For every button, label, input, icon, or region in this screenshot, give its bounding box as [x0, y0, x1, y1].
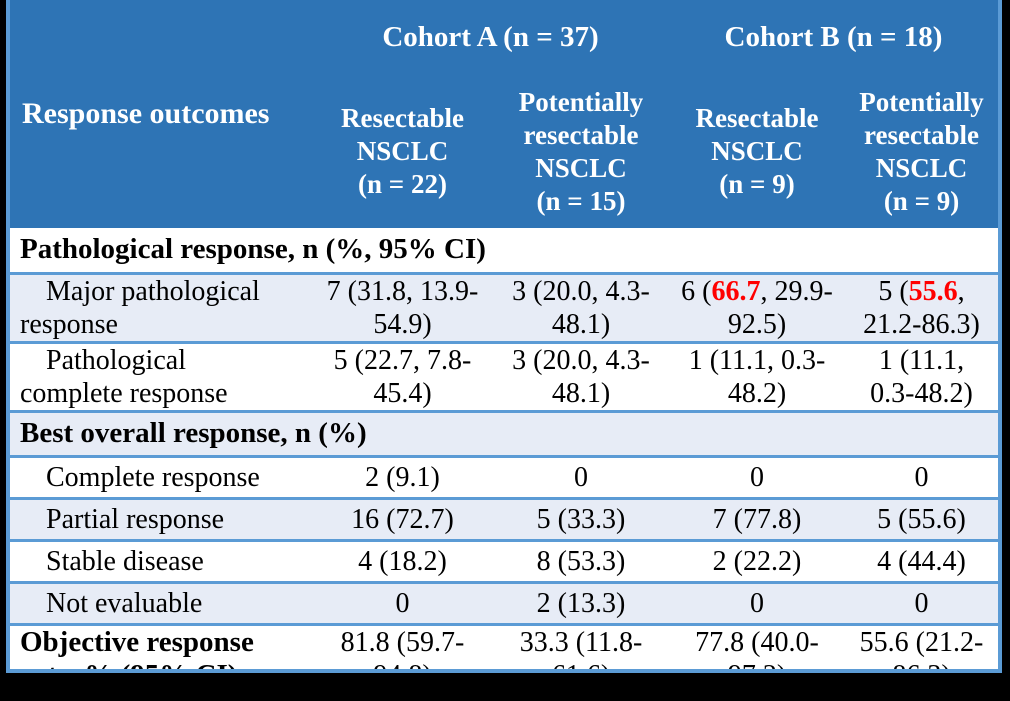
section-label: Pathological response, n (%, 95% CI): [20, 233, 486, 266]
table-cell: 1 (11.1, 0.3-48.2): [845, 340, 998, 411]
table-cell: 3 (20.0, 4.3- 48.1): [493, 271, 669, 342]
table-row-not-evaluable: Not evaluable 0 2 (13.3) 0 0: [10, 580, 998, 624]
table-cell: 77.8 (40.0- 97.2): [669, 622, 845, 669]
row-label: Major pathological response: [10, 271, 312, 342]
table-cell: 5 (55.6): [845, 496, 998, 540]
table-row-partial-response: Partial response 16 (72.7) 5 (33.3) 7 (7…: [10, 496, 998, 540]
row-label: Partial response: [10, 496, 312, 540]
table-cell: 0: [845, 580, 998, 624]
table-cell: 5 (55.6, 21.2-86.3): [845, 271, 998, 342]
table-cell: 55.6 (21.2- 86.3): [845, 622, 998, 669]
section-label: Best overall response, n (%): [10, 409, 998, 456]
table-cell: 7 (31.8, 13.9- 54.9): [312, 271, 493, 342]
cell-text: , 21.2-86.3): [863, 275, 980, 340]
header-group-row: Response outcomes Cohort A (n = 37) Coho…: [10, 0, 998, 228]
table-cell: 2 (22.2): [669, 538, 845, 582]
table-row-complete-response: Complete response 2 (9.1) 0 0 0: [10, 454, 998, 498]
row-label: Objective response rate, % (95% CI): [10, 622, 312, 669]
row-label: Stable disease: [10, 538, 312, 582]
row-label: Pathological complete response: [10, 340, 312, 411]
header-response-outcomes: Response outcomes: [10, 0, 312, 228]
table-cell: 2 (9.1): [312, 454, 493, 498]
table-cell: 0: [312, 580, 493, 624]
highlight-value: 55.6: [908, 275, 958, 307]
table-cell: 0: [493, 454, 669, 498]
table-cell: 33.3 (11.8- 61.6): [493, 622, 669, 669]
table-cell: 3 (20.0, 4.3- 48.1): [493, 340, 669, 411]
cell-text: , 29.9- 92.5): [727, 275, 833, 340]
table-cell: 5 (22.7, 7.8- 45.4): [312, 340, 493, 411]
table-cell: 6 (66.7, 29.9- 92.5): [669, 271, 845, 342]
table-cell: 7 (77.8): [669, 496, 845, 540]
header-col-potentially-resectable-cohort-b: Potentially resectable NSCLC (n = 9): [845, 75, 998, 228]
highlight-value: 66.7: [711, 275, 761, 307]
cell-text: 6 (: [681, 275, 712, 307]
header-cohort-b: Cohort B (n = 18): [669, 0, 998, 75]
response-outcomes-table: Response outcomes Cohort A (n = 37) Coho…: [10, 0, 998, 669]
table-row-major-pathological-response: Major pathological response 7 (31.8, 13.…: [10, 271, 998, 342]
table-cell: 1 (11.1, 0.3- 48.2): [669, 340, 845, 411]
results-table-frame: Response outcomes Cohort A (n = 37) Coho…: [6, 0, 1002, 673]
table-cell: 4 (18.2): [312, 538, 493, 582]
section-row-pathological-response: Pathological response, n (%, 95% CI): [10, 228, 998, 273]
table-body: Pathological response, n (%, 95% CI) Maj…: [10, 228, 998, 669]
table-row-pathological-complete-response: Pathological complete response 5 (22.7, …: [10, 340, 998, 411]
cell-text: 5 (: [878, 275, 909, 307]
header-col-resectable-cohort-a: Resectable NSCLC (n = 22): [312, 75, 493, 228]
table-cell: 0: [669, 580, 845, 624]
header-col-potentially-resectable-cohort-a: Potentially resectable NSCLC (n = 15): [493, 75, 669, 228]
table-cell: 0: [845, 454, 998, 498]
section-row-best-overall-response: Best overall response, n (%): [10, 409, 998, 456]
row-label: Not evaluable: [10, 580, 312, 624]
header-cohort-a: Cohort A (n = 37): [312, 0, 669, 75]
table-cell: 0: [669, 454, 845, 498]
table-row-stable-disease: Stable disease 4 (18.2) 8 (53.3) 2 (22.2…: [10, 538, 998, 582]
header-col-resectable-cohort-b: Resectable NSCLC (n = 9): [669, 75, 845, 228]
table-header: Response outcomes Cohort A (n = 37) Coho…: [10, 0, 998, 228]
table-cell: 8 (53.3): [493, 538, 669, 582]
table-cell: 4 (44.4): [845, 538, 998, 582]
row-label: Complete response: [10, 454, 312, 498]
table-cell: 81.8 (59.7- 94.8): [312, 622, 493, 669]
table-cell: 5 (33.3): [493, 496, 669, 540]
table-cell: 2 (13.3): [493, 580, 669, 624]
table-row-objective-response-rate: Objective response rate, % (95% CI) 81.8…: [10, 622, 998, 669]
table-cell: 16 (72.7): [312, 496, 493, 540]
header-columns-row: Resectable NSCLC (n = 22) Potentially re…: [10, 75, 998, 228]
